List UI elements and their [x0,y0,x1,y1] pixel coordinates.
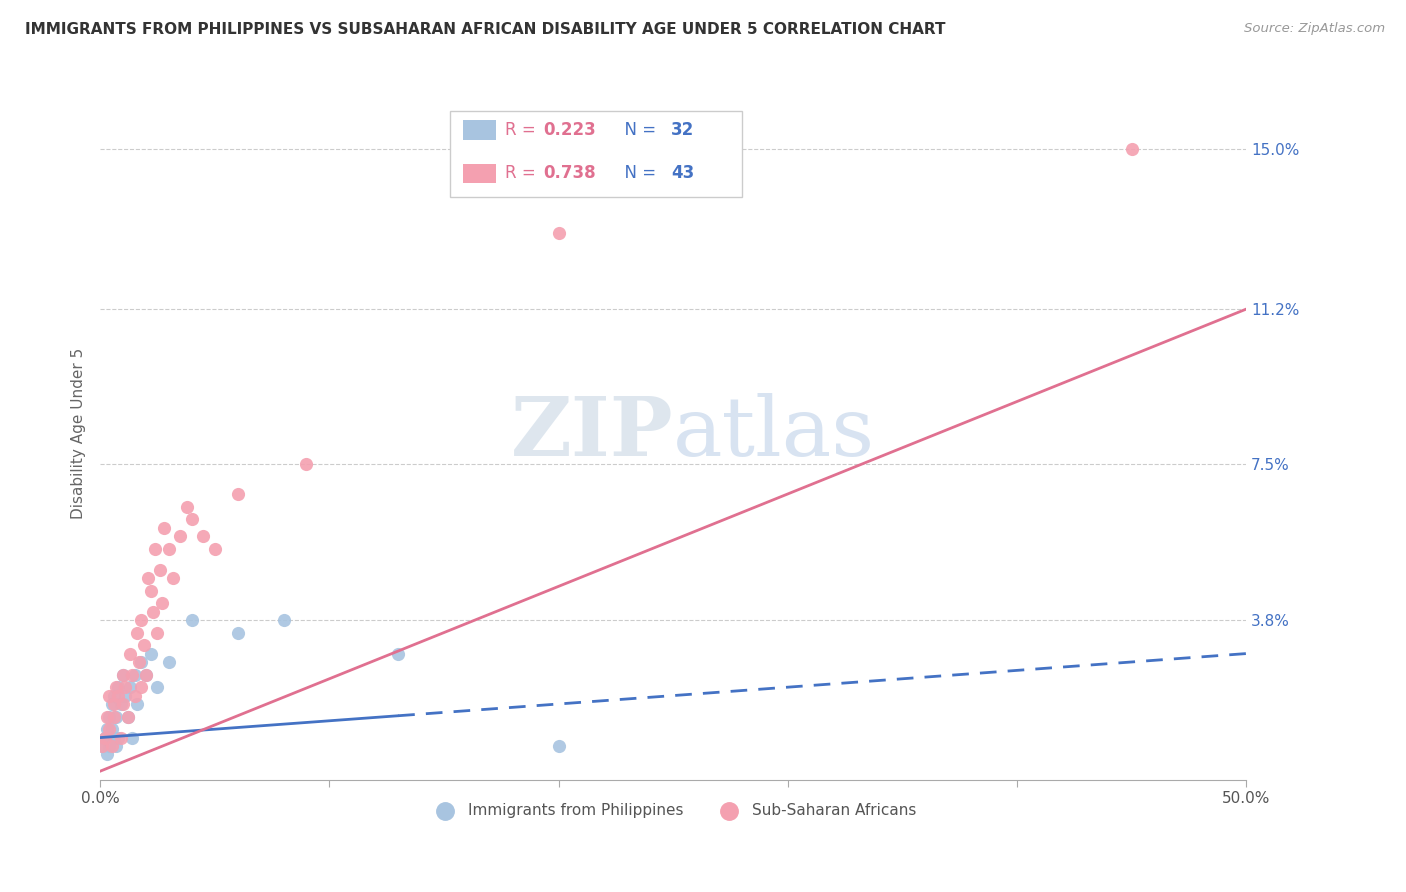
Point [96,709,118,723]
Point [112,697,135,711]
Point [143,541,166,556]
Point [131,613,153,627]
Point [105,680,128,694]
Point [98,689,121,703]
Point [125,625,148,640]
Point [96,747,118,762]
Point [157,655,180,669]
Point [142,605,165,619]
Point [103,709,125,723]
Point [139,647,162,661]
Text: Source: ZipAtlas.com: Source: ZipAtlas.com [1244,22,1385,36]
Point [118,680,141,694]
Point [139,583,162,598]
Point [105,709,128,723]
Text: ZIP: ZIP [510,393,673,473]
Point [169,529,191,543]
Point [150,596,173,610]
Point [125,697,148,711]
Point [107,731,129,745]
Point [547,227,569,241]
Text: R =: R = [505,121,541,139]
Text: 32: 32 [671,121,695,139]
Y-axis label: Disability Age Under 5: Disability Age Under 5 [72,347,86,518]
Point [124,689,146,703]
Point [114,689,136,703]
Point [176,500,198,514]
Point [91,739,114,753]
Text: IMMIGRANTS FROM PHILIPPINES VS SUBSAHARAN AFRICAN DISABILITY AGE UNDER 5 CORRELA: IMMIGRANTS FROM PHILIPPINES VS SUBSAHARA… [25,22,946,37]
Point [273,613,295,627]
Point [117,709,139,723]
Point [131,680,153,694]
Text: N =: N = [613,164,661,183]
FancyBboxPatch shape [450,111,742,197]
Point [128,655,150,669]
Point [103,697,125,711]
Point [135,667,157,681]
Text: atlas: atlas [673,393,876,473]
Point [93,731,115,745]
Point [110,697,132,711]
Point [149,562,172,576]
Point [103,689,125,703]
Text: N =: N = [613,121,661,139]
Text: R =: R = [505,164,541,183]
Point [105,739,128,753]
Point [132,638,155,652]
Point [96,722,118,736]
Point [180,512,202,526]
FancyBboxPatch shape [464,164,495,183]
Point [110,731,132,745]
Point [112,667,135,681]
Point [295,458,318,472]
Point [204,541,226,556]
Point [162,571,184,585]
Point [180,613,202,627]
Point [114,680,136,694]
Point [153,520,176,534]
Point [146,680,169,694]
Text: 0.738: 0.738 [544,164,596,183]
Point [157,541,180,556]
Point [98,739,121,753]
Point [118,647,141,661]
Point [100,722,122,736]
Point [121,667,143,681]
Point [93,731,115,745]
Point [112,667,135,681]
Point [135,667,157,681]
Point [124,667,146,681]
Point [100,697,122,711]
Text: 0.223: 0.223 [544,121,596,139]
Text: 43: 43 [671,164,695,183]
Point [98,709,121,723]
Legend: Immigrants from Philippines, Sub-Saharan Africans: Immigrants from Philippines, Sub-Saharan… [423,797,922,824]
Point [193,529,215,543]
Point [98,722,121,736]
Point [107,680,129,694]
Point [136,571,159,585]
Point [1121,142,1143,156]
Point [131,655,153,669]
Point [226,625,249,640]
Point [107,689,129,703]
Point [146,625,169,640]
Point [121,731,143,745]
Point [547,739,569,753]
Point [117,709,139,723]
Point [226,487,249,501]
Point [103,731,125,745]
Point [100,739,122,753]
Point [91,739,114,753]
Point [387,647,409,661]
FancyBboxPatch shape [464,120,495,140]
